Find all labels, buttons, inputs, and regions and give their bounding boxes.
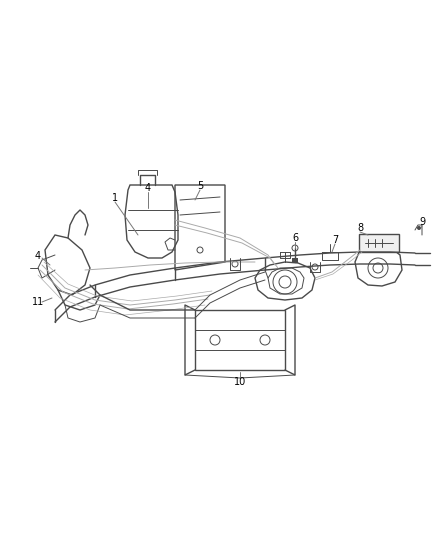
Text: 5: 5 [197, 181, 203, 191]
Text: 4: 4 [35, 251, 41, 261]
Bar [292, 258, 298, 263]
Text: 8: 8 [357, 223, 363, 233]
Text: 10: 10 [234, 377, 246, 387]
Text: 11: 11 [32, 297, 44, 307]
FancyBboxPatch shape [359, 234, 399, 252]
Circle shape [417, 226, 421, 230]
Text: 6: 6 [292, 233, 298, 243]
Text: 4: 4 [145, 183, 151, 193]
Text: 1: 1 [112, 193, 118, 203]
Text: 7: 7 [332, 235, 338, 245]
Text: 9: 9 [419, 217, 425, 227]
